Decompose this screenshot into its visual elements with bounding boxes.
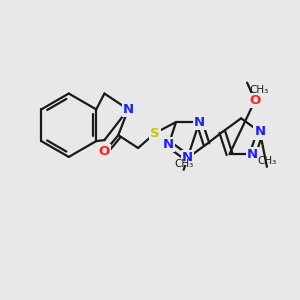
Text: N: N bbox=[123, 103, 134, 116]
Text: CH₃: CH₃ bbox=[174, 159, 193, 169]
Text: N: N bbox=[182, 152, 193, 164]
Text: N: N bbox=[163, 138, 174, 151]
Text: O: O bbox=[249, 94, 261, 107]
Text: CH₃: CH₃ bbox=[249, 85, 268, 94]
Text: S: S bbox=[150, 127, 160, 140]
Text: N: N bbox=[254, 125, 266, 139]
Text: N: N bbox=[247, 148, 258, 160]
Text: N: N bbox=[194, 116, 205, 129]
Text: O: O bbox=[99, 146, 110, 158]
Text: CH₃: CH₃ bbox=[257, 156, 277, 166]
